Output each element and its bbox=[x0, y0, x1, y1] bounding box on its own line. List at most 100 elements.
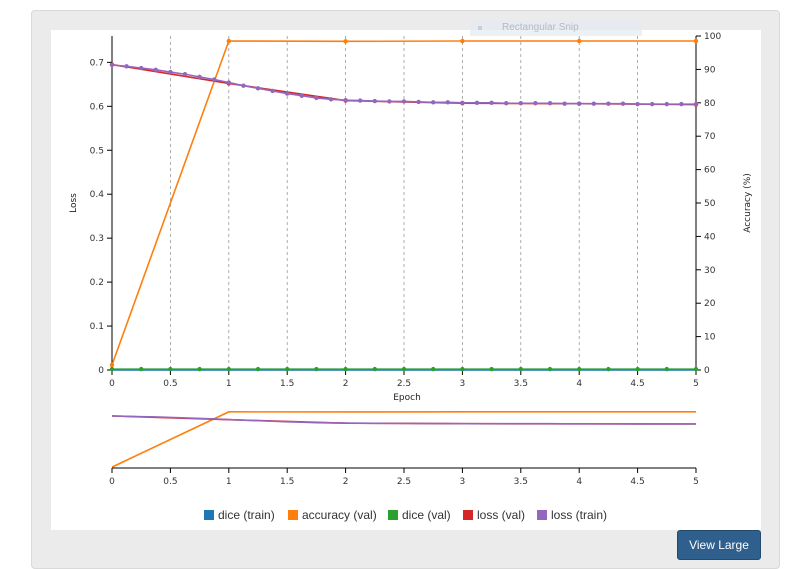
series-layer bbox=[109, 38, 699, 372]
data-point-dice-val bbox=[635, 366, 640, 372]
data-point-loss-train bbox=[416, 99, 421, 105]
data-point-loss-train bbox=[504, 101, 509, 106]
navigator-tick-label: 4.5 bbox=[630, 477, 644, 487]
legend-item-dice-val[interactable]: dice (val) bbox=[388, 508, 451, 522]
data-point-dice-val bbox=[168, 366, 173, 372]
data-point-loss-train bbox=[562, 101, 567, 106]
data-point-loss-train bbox=[606, 101, 611, 106]
legend-item-dice-train[interactable]: dice (train) bbox=[204, 508, 275, 522]
data-point-loss-train bbox=[212, 77, 217, 82]
data-point-loss-train bbox=[460, 100, 465, 106]
y-right-tick-label: 40 bbox=[704, 232, 716, 242]
data-point-loss-train bbox=[241, 83, 246, 88]
navigator-tick-label: 2.5 bbox=[397, 477, 411, 487]
y-left-axis-title: Loss bbox=[69, 193, 79, 213]
data-point-dice-val bbox=[255, 366, 261, 372]
data-point-loss-train bbox=[168, 69, 173, 75]
data-point-loss-train bbox=[328, 97, 334, 102]
data-point-loss-train bbox=[372, 98, 377, 104]
navigator-tick-label: 1.5 bbox=[280, 477, 294, 487]
data-point-loss-train bbox=[445, 100, 450, 105]
data-point-accuracy-val bbox=[343, 39, 348, 44]
x-tick-label: 0.5 bbox=[163, 379, 177, 389]
data-point-loss-train bbox=[182, 72, 188, 77]
data-point-loss-train bbox=[489, 100, 494, 106]
legend-item-accuracy-val[interactable]: accuracy (val) bbox=[288, 508, 377, 522]
axes: 0 0.5 1 1.5 2 2.5 3 3.5 4 4.5 500.10.20.30.40.50.6… bbox=[90, 32, 722, 389]
x-axis-title: Epoch bbox=[393, 393, 421, 403]
y-right-tick-label: 20 bbox=[704, 299, 716, 309]
navigator-line-loss-train bbox=[111, 415, 696, 425]
y-left-tick-label: 0.1 bbox=[90, 322, 104, 332]
data-point-loss-train bbox=[124, 64, 129, 69]
data-point-dice-val bbox=[285, 366, 290, 372]
y-left-tick-label: 0 bbox=[98, 366, 104, 376]
legend-item-loss-val[interactable]: loss (val) bbox=[463, 508, 525, 522]
grid-lines bbox=[111, 36, 697, 370]
view-large-button[interactable]: View Large bbox=[677, 530, 761, 560]
navigator-tick-label: 3 bbox=[460, 477, 466, 487]
data-point-loss-train bbox=[679, 101, 684, 107]
data-point-accuracy-val bbox=[693, 38, 699, 44]
x-tick-label: 5 bbox=[693, 379, 699, 389]
data-point-loss-train bbox=[693, 101, 699, 107]
legend-swatch bbox=[288, 510, 298, 520]
legend-label: loss (val) bbox=[477, 508, 525, 522]
legend-label: dice (train) bbox=[218, 508, 275, 522]
data-point-accuracy-val bbox=[109, 362, 115, 368]
data-point-loss-train bbox=[153, 67, 158, 73]
data-point-loss-train bbox=[664, 101, 669, 107]
data-point-dice-val bbox=[314, 366, 319, 372]
data-point-dice-val bbox=[197, 366, 202, 372]
navigator-line-accuracy-val bbox=[111, 411, 696, 468]
data-point-dice-val bbox=[401, 366, 407, 372]
y-right-tick-label: 0 bbox=[704, 366, 710, 376]
data-point-loss-train bbox=[285, 91, 290, 96]
data-point-loss-train bbox=[314, 95, 319, 101]
y-left-tick-label: 0.3 bbox=[90, 234, 104, 244]
y-right-tick-label: 60 bbox=[704, 166, 716, 176]
navigator-tick-label: 2 bbox=[343, 477, 349, 487]
legend-label: loss (train) bbox=[551, 508, 607, 522]
legend-swatch bbox=[537, 510, 547, 520]
y-right-tick-label: 90 bbox=[704, 65, 716, 75]
x-tick-label: 4 bbox=[576, 379, 582, 389]
legend-item-loss-train[interactable]: loss (train) bbox=[537, 508, 607, 522]
data-point-dice-val bbox=[139, 366, 144, 372]
data-point-loss-train bbox=[431, 100, 436, 105]
legend-swatch bbox=[388, 510, 398, 520]
data-point-loss-train bbox=[577, 101, 582, 106]
data-point-loss-train bbox=[650, 101, 655, 107]
data-point-loss-train bbox=[343, 97, 348, 103]
data-point-loss-train bbox=[139, 65, 144, 71]
data-point-loss-train bbox=[620, 101, 626, 106]
x-tick-label: 2.5 bbox=[397, 379, 411, 389]
y-right-tick-label: 80 bbox=[704, 99, 716, 109]
legend-label: accuracy (val) bbox=[302, 508, 377, 522]
x-tick-label: 1 bbox=[226, 379, 232, 389]
y-left-tick-label: 0.4 bbox=[90, 190, 105, 200]
data-point-loss-train bbox=[591, 101, 596, 106]
navigator[interactable]: 0 0.5 1 1.5 2 2.5 3 3.5 4 4.5 5 bbox=[109, 411, 699, 487]
y-right-axis-title: Accuracy (%) bbox=[743, 173, 753, 233]
data-point-dice-val bbox=[518, 366, 523, 372]
y-left-tick-label: 0.2 bbox=[90, 278, 104, 288]
series-line-accuracy-val bbox=[111, 40, 696, 366]
snip-overlay-label: Rectangular Snip bbox=[502, 22, 579, 33]
y-left-tick-label: 0.7 bbox=[90, 58, 104, 68]
navigator-tick-label: 3.5 bbox=[514, 477, 528, 487]
y-right-tick-label: 50 bbox=[704, 199, 716, 209]
navigator-tick-label: 0 bbox=[109, 477, 115, 487]
data-point-loss-train bbox=[518, 101, 523, 106]
x-tick-label: 3 bbox=[460, 379, 466, 389]
legend: dice (train) accuracy (val) dice (val) loss… bbox=[204, 508, 607, 522]
snip-overlay: Rectangular Snip bbox=[470, 20, 642, 36]
x-tick-label: 4.5 bbox=[630, 379, 644, 389]
navigator-tick-label: 4 bbox=[576, 477, 582, 487]
x-tick-label: 0 bbox=[109, 379, 115, 389]
data-point-loss-train bbox=[533, 101, 538, 106]
data-point-accuracy-val bbox=[226, 38, 231, 44]
data-point-dice-val bbox=[431, 366, 436, 372]
data-point-loss-train bbox=[635, 101, 640, 107]
